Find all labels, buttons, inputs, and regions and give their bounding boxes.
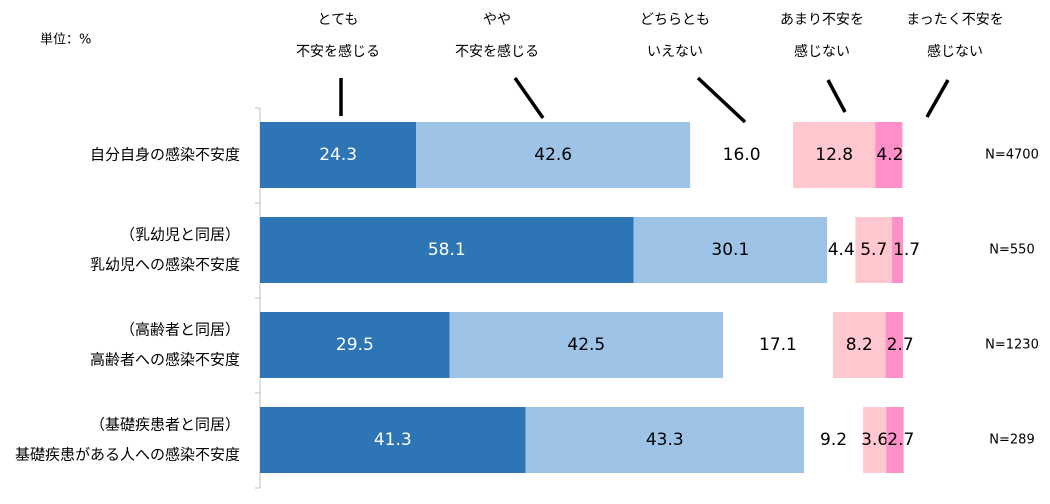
bar-segment — [875, 122, 903, 188]
bar-segment — [633, 217, 828, 283]
data-label: 2.7 — [887, 430, 914, 450]
bar-segment — [832, 312, 886, 378]
legend-label: 感じない — [927, 43, 983, 60]
data-label: 58.1 — [428, 240, 466, 260]
data-label: 42.5 — [567, 335, 605, 355]
category-label: 乳幼児への感染不安度 — [90, 256, 240, 274]
category-label: 基礎疾患がある人への感染不安度 — [15, 446, 240, 464]
n-label: N=289 — [989, 433, 1034, 448]
data-label: 1.7 — [893, 240, 920, 260]
data-label: 5.7 — [860, 240, 887, 260]
n-label: N=1230 — [985, 338, 1039, 353]
data-label: 4.2 — [876, 145, 903, 165]
legend-label: とても — [318, 12, 359, 28]
category-label: 自分自身の感染不安度 — [90, 146, 240, 164]
category-label: 高齢者への感染不安度 — [90, 351, 240, 369]
bar-segment — [855, 217, 893, 283]
legend-leader-line — [925, 79, 950, 118]
bar-segment — [260, 217, 634, 283]
data-label: 8.2 — [846, 335, 873, 355]
n-label: N=4700 — [985, 148, 1039, 163]
bar-segment — [449, 312, 723, 378]
data-label: 4.4 — [828, 240, 855, 260]
data-label: 43.3 — [646, 430, 684, 450]
data-label: 9.2 — [820, 430, 847, 450]
legend-label: 不安を感じる — [455, 43, 539, 60]
legend-label: まったく不安を — [906, 12, 1003, 28]
data-label: 17.1 — [759, 335, 797, 355]
legend-label: 感じない — [794, 43, 850, 60]
bar-segment — [886, 407, 904, 473]
n-label: N=550 — [989, 243, 1034, 258]
data-label: 16.0 — [723, 145, 761, 165]
category-label: （高齢者と同居） — [120, 321, 240, 339]
legend-label: やや — [483, 12, 511, 28]
category-label: （基礎疾患者と同居） — [90, 416, 240, 434]
bar-segment — [260, 122, 417, 188]
bar-segment — [863, 407, 887, 473]
legend-leader-line — [513, 76, 545, 120]
bar-segment — [885, 312, 903, 378]
bar-segment — [892, 217, 903, 283]
bar-segment — [416, 122, 691, 188]
data-label: 30.1 — [711, 240, 749, 260]
legend-label: どちらとも — [640, 12, 710, 28]
unit-label: 単位：% — [40, 32, 91, 48]
data-label: 41.3 — [374, 430, 412, 450]
data-label: 42.6 — [534, 145, 572, 165]
legend-leader-line — [696, 76, 747, 124]
data-label: 29.5 — [336, 335, 374, 355]
bar-segment — [260, 407, 526, 473]
bar-segment — [793, 122, 876, 188]
data-label: 24.3 — [319, 145, 357, 165]
bar-segment — [525, 407, 804, 473]
legend-label: いえない — [647, 44, 703, 60]
legend-leader-line — [826, 79, 847, 113]
bar-segment — [260, 312, 450, 378]
data-label: 3.6 — [861, 430, 888, 450]
data-label: 12.8 — [815, 145, 853, 165]
legend-label: 不安を感じる — [296, 43, 380, 60]
legend-label: あまり不安を — [780, 12, 864, 28]
category-label: （乳幼児と同居） — [120, 226, 240, 244]
data-label: 2.7 — [887, 335, 914, 355]
